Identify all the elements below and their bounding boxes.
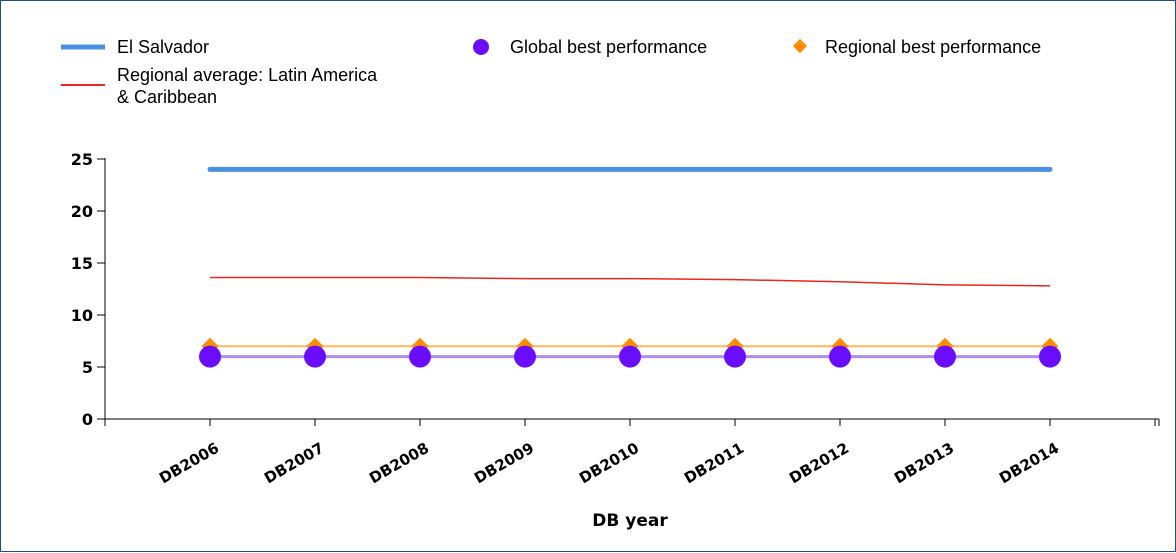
series-global-best-performance-point bbox=[514, 345, 536, 368]
series-global-best-performance-point bbox=[199, 345, 221, 368]
y-tick-label: 10 bbox=[71, 306, 93, 325]
series-global-best-performance-point bbox=[1039, 345, 1061, 368]
y-tick-label: 25 bbox=[71, 150, 93, 169]
x-axis-ticks: DB2006 DB2007 DB2008 DB2009 DB2010 DB2011 DB20… bbox=[104, 419, 1160, 487]
series-global-best-performance-point bbox=[409, 345, 431, 368]
series-global-best-performance-point bbox=[304, 345, 326, 368]
y-tick-label: 5 bbox=[82, 358, 93, 377]
series-global-best-performance-point bbox=[829, 345, 851, 368]
legend-label-regional-average-line2: & Caribbean bbox=[117, 87, 217, 107]
y-tick-label: 0 bbox=[82, 410, 93, 429]
series-global-best-performance-point bbox=[724, 345, 746, 368]
series-global-best-performance-point bbox=[619, 345, 641, 368]
legend-label-regional-average-line1: Regional average: Latin America bbox=[117, 65, 378, 85]
x-axis-title: DB year bbox=[592, 511, 668, 531]
x-tick-label: DB2013 bbox=[891, 439, 957, 487]
y-tick-label: 15 bbox=[71, 254, 93, 273]
x-tick-label: DB2014 bbox=[996, 439, 1062, 487]
x-tick-label: DB2010 bbox=[576, 439, 642, 487]
legend-label-regional-best: Regional best performance bbox=[825, 37, 1041, 57]
series-regional-average-latin-america-caribbean-line bbox=[210, 276, 1051, 287]
x-tick-label: DB2009 bbox=[471, 439, 537, 487]
y-tick-label: 20 bbox=[71, 202, 93, 221]
legend-label-el-salvador: El Salvador bbox=[117, 37, 209, 57]
x-tick-label: DB2008 bbox=[366, 439, 432, 487]
x-tick-label: DB2006 bbox=[156, 439, 222, 487]
legend-swatch-global-best bbox=[473, 39, 489, 55]
x-tick-label: DB2007 bbox=[261, 439, 327, 487]
x-tick-label: DB2011 bbox=[681, 439, 747, 487]
x-tick-label: DB2012 bbox=[786, 439, 852, 487]
legend-label-global-best: Global best performance bbox=[510, 37, 707, 57]
legend-swatch-regional-best bbox=[792, 38, 808, 54]
y-axis-ticks: 0 5 10 15 20 25 bbox=[71, 150, 105, 429]
series-global-best-performance-point bbox=[934, 345, 956, 368]
series-layer bbox=[199, 166, 1061, 368]
legend: El Salvador Regional average: Latin Amer… bbox=[61, 37, 1041, 107]
